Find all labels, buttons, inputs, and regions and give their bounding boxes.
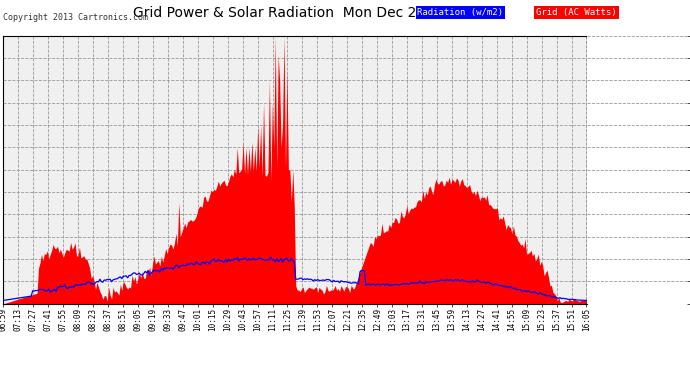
Text: Radiation (w/m2): Radiation (w/m2) <box>417 8 504 17</box>
Text: Grid Power & Solar Radiation  Mon Dec 2 16:16: Grid Power & Solar Radiation Mon Dec 2 1… <box>132 6 461 20</box>
Text: Grid (AC Watts): Grid (AC Watts) <box>536 8 617 17</box>
Text: Copyright 2013 Cartronics.com: Copyright 2013 Cartronics.com <box>3 13 148 22</box>
